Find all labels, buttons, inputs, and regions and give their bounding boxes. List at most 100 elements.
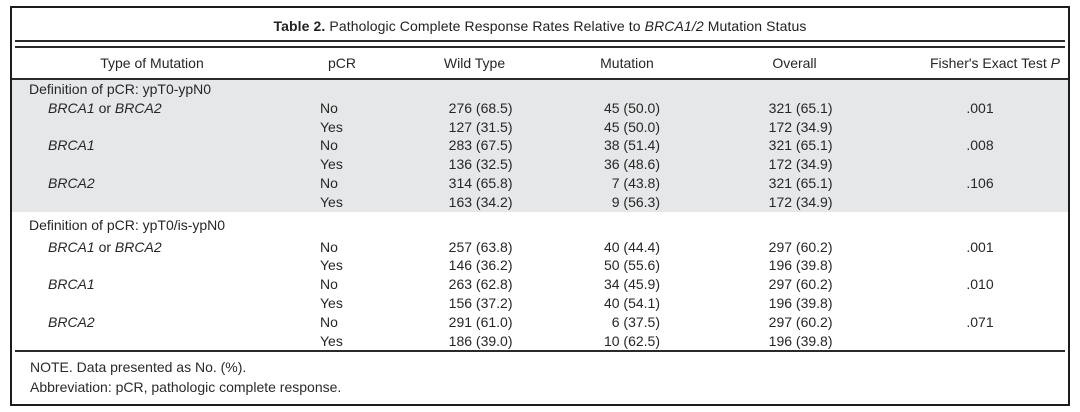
overall-cell: 321 (65.1) [697, 173, 892, 193]
pcr-cell: Yes [292, 155, 392, 174]
pcr-cell: No [292, 98, 392, 118]
mutation-cell: 34 (45.9) [603, 276, 660, 293]
p-value-cell: .008 [892, 136, 1068, 156]
wild-type-cell: 186 (39.0) [448, 332, 513, 349]
mutation-cell: 38 (51.4) [557, 136, 697, 156]
mutation-type-cell: BRCA1 [12, 275, 292, 294]
table-title-suffix: Mutation Status [703, 18, 807, 34]
table-number-label: Table 2. [273, 18, 326, 34]
p-value-cell: .001 [966, 238, 994, 255]
wild-type-cell: 263 (62.8) [448, 276, 513, 293]
pcr-rates-table: Type of Mutation pCR Wild Type Mutation … [12, 48, 1068, 350]
gene-conjunction: or [94, 99, 115, 116]
mutation-type-cell [12, 117, 292, 137]
gene-name: BRCA1 [48, 276, 95, 293]
pcr-cell: No [292, 136, 392, 156]
p-value-cell: .106 [892, 173, 1068, 193]
overall-cell: 297 (60.2) [768, 276, 833, 293]
table-title: Table 2. Pathologic Complete Response Ra… [12, 14, 1068, 38]
wild-type-cell: 283 (67.5) [392, 136, 557, 156]
column-header-fisher-p: Fisher's Exact Test P [892, 48, 1068, 80]
mutation-type-cell: BRCA2 [12, 173, 292, 193]
fisher-p-symbol: P [1050, 55, 1060, 71]
table-row: Yes 156 (37.2) 40 (54.1) 196 (39.8) [12, 294, 1068, 313]
mutation-cell: 9 (56.3) [557, 192, 697, 212]
mutation-cell: 45 (50.0) [557, 98, 697, 118]
column-header-overall: Overall [697, 48, 892, 80]
mutation-type-cell [12, 256, 292, 275]
p-value-cell [892, 294, 1068, 313]
mutation-cell: 6 (37.5) [611, 313, 660, 330]
mutation-cell: 36 (48.6) [557, 155, 697, 174]
title-divider-rule [15, 40, 1065, 48]
column-header-pcr: pCR [292, 48, 392, 80]
wild-type-cell: 136 (32.5) [392, 155, 557, 174]
table-row: Yes 127 (31.5) 45 (50.0) 172 (34.9) [12, 117, 1068, 137]
overall-cell: 321 (65.1) [697, 98, 892, 118]
pcr-cell: Yes [292, 117, 392, 137]
section-definition-label: Definition of pCR: ypT0/is-ypN0 [29, 216, 226, 233]
table-panel: Table 2. Pathologic Complete Response Ra… [10, 6, 1070, 406]
gene-name: BRCA2 [48, 174, 95, 191]
p-value-cell [892, 155, 1068, 174]
table-title-gene: BRCA1/2 [644, 18, 704, 34]
wild-type-cell: 291 (61.0) [448, 313, 513, 330]
p-value-cell [892, 256, 1068, 275]
gene-name: BRCA2 [48, 313, 95, 330]
overall-cell: 172 (34.9) [697, 155, 892, 174]
table-title-text: Pathologic Complete Response Rates Relat… [325, 18, 645, 34]
mutation-cell: 50 (55.6) [603, 257, 660, 274]
mutation-cell: 10 (62.5) [603, 332, 660, 349]
wild-type-cell: 163 (34.2) [392, 192, 557, 212]
fisher-label: Fisher's Exact Test [929, 55, 1051, 71]
p-value-cell: .010 [966, 276, 994, 293]
mutation-type-cell: BRCA1 or BRCA2 [12, 98, 292, 118]
section-definition-row: Definition of pCR: ypT0/is-ypN0 [12, 212, 1068, 238]
column-header-type-of-mutation: Type of Mutation [12, 48, 292, 80]
section-definition-label: Definition of pCR: ypT0-ypN0 [12, 79, 1068, 99]
overall-cell: 172 (34.9) [697, 117, 892, 137]
table-row: Yes 186 (39.0) 10 (62.5) 196 (39.8) [12, 332, 1068, 351]
pcr-cell: No [320, 313, 338, 330]
table-row: BRCA1 No 283 (67.5) 38 (51.4) 321 (65.1)… [12, 136, 1068, 156]
wild-type-cell: 314 (65.8) [392, 173, 557, 193]
table-row: BRCA1 or BRCA2 No 257 (63.8) 40 (44.4) 2… [12, 238, 1068, 257]
header-row: Type of Mutation pCR Wild Type Mutation … [12, 48, 1068, 80]
mutation-type-cell: BRCA1 or BRCA2 [12, 238, 292, 257]
abbreviation-line: Abbreviation: pCR, pathologic complete r… [30, 378, 342, 395]
mutation-type-cell: BRCA2 [12, 313, 292, 332]
wild-type-cell: 127 (31.5) [392, 117, 557, 137]
mutation-cell: 40 (54.1) [603, 294, 660, 311]
mutation-type-cell [12, 294, 292, 313]
pcr-cell: No [320, 276, 338, 293]
overall-cell: 196 (39.8) [768, 332, 833, 349]
wild-type-cell: 156 (37.2) [448, 294, 513, 311]
mutation-cell: 45 (50.0) [557, 117, 697, 137]
section-definition-row: Definition of pCR: ypT0-ypN0 [12, 79, 1068, 99]
gene-conjunction: or [94, 238, 115, 255]
mutation-type-cell [12, 192, 292, 212]
table-row: Yes 163 (34.2) 9 (56.3) 172 (34.9) [12, 192, 1068, 212]
overall-cell: 297 (60.2) [768, 313, 833, 330]
overall-cell: 172 (34.9) [697, 192, 892, 212]
table-row: BRCA1 No 263 (62.8) 34 (45.9) 297 (60.2)… [12, 275, 1068, 294]
gene-name: BRCA1 [48, 238, 95, 255]
mutation-type-cell [12, 155, 292, 174]
gene-name: BRCA2 [114, 99, 162, 116]
mutation-cell: 40 (44.4) [603, 238, 660, 255]
gene-name: BRCA2 [114, 238, 162, 255]
table-row: BRCA2 No 291 (61.0) 6 (37.5) 297 (60.2) … [12, 313, 1068, 332]
pcr-cell: No [320, 238, 338, 255]
p-value-cell [892, 332, 1068, 351]
wild-type-cell: 257 (63.8) [448, 238, 513, 255]
pcr-cell: Yes [292, 192, 392, 212]
p-value-cell: .071 [966, 313, 994, 330]
mutation-type-cell [12, 332, 292, 351]
table-footnotes: NOTE. Data presented as No. (%). Abbrevi… [30, 358, 1068, 397]
pcr-cell: Yes [320, 294, 343, 311]
pcr-cell: Yes [320, 257, 343, 274]
overall-cell: 196 (39.8) [768, 257, 833, 274]
table-row: Yes 136 (32.5) 36 (48.6) 172 (34.9) [12, 155, 1068, 174]
wild-type-cell: 146 (36.2) [448, 257, 513, 274]
footer-divider-rule [15, 350, 1065, 353]
